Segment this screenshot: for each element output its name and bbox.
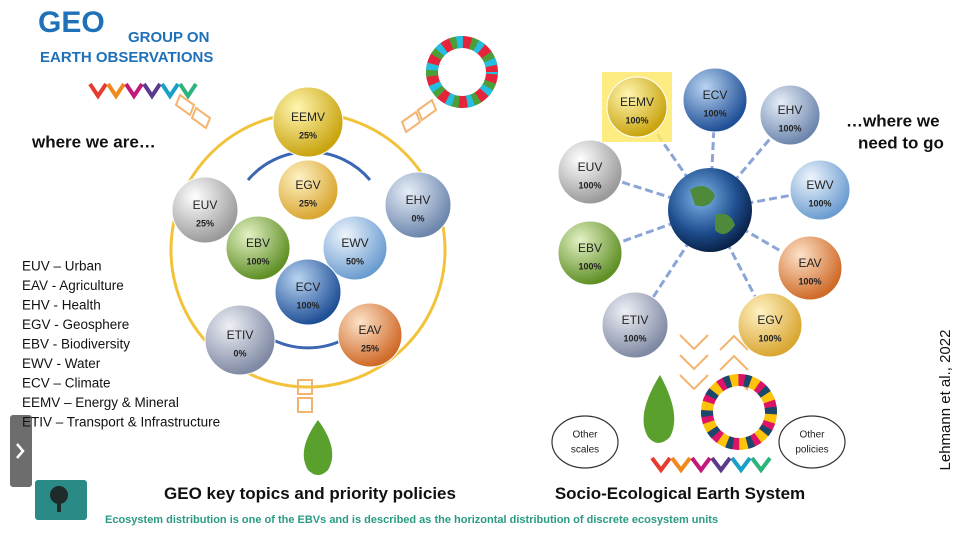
sphere-label: EUV [193, 198, 218, 212]
sphere-label: ECV [296, 280, 321, 294]
sphere-percent: 100% [625, 115, 648, 125]
legend-item: EUV – Urban [22, 259, 102, 274]
bubble-text: scales [571, 445, 599, 456]
legend-item: EHV - Health [22, 298, 101, 313]
earth [668, 168, 752, 252]
heading: need to go [858, 133, 944, 152]
sphere-percent: 100% [296, 300, 319, 310]
sphere-label: EWV [806, 178, 833, 192]
heading: …where we [846, 111, 940, 130]
bubble [552, 416, 618, 468]
sphere-label: EUV [578, 160, 603, 174]
sphere-percent: 25% [196, 218, 214, 228]
sphere-label: EHV [778, 103, 803, 117]
sphere-label: EGV [757, 313, 782, 327]
citation: Lehmann et al., 2022 [937, 330, 954, 471]
sphere-label: EWV [341, 236, 368, 250]
caption: Ecosystem distribution is one of the EBV… [105, 514, 718, 526]
legend-item: ETIV – Transport & Infrastructure [22, 415, 220, 430]
bubble [779, 416, 845, 468]
logo-line: EARTH OBSERVATIONS [40, 49, 213, 66]
sphere-percent: 0% [233, 348, 246, 358]
logo-mark: GEO [38, 6, 105, 39]
sphere-percent: 100% [578, 180, 601, 190]
logo-line: GROUP ON [128, 29, 209, 46]
sphere-percent: 25% [299, 130, 317, 140]
sphere-label: ETIV [622, 313, 649, 327]
legend-item: EGV - Geosphere [22, 317, 129, 332]
sphere-percent: 0% [411, 213, 424, 223]
slide: GEO GROUP ON EARTH OBSERVATIONS where we… [0, 0, 960, 533]
sphere-label: EAV [798, 256, 821, 270]
sphere-label: EEMV [620, 95, 654, 109]
sphere-percent: 100% [623, 333, 646, 343]
sphere-percent: 25% [361, 343, 379, 353]
panel-title: Socio-Ecological Earth System [540, 484, 820, 504]
panel-title: GEO key topics and priority policies [160, 484, 460, 504]
heading: where we are… [31, 132, 156, 151]
drop-icon [644, 375, 675, 443]
legend-item: EBV - Biodiversity [22, 337, 130, 352]
bubble-text: policies [795, 445, 828, 456]
sphere-percent: 50% [346, 256, 364, 266]
sphere-label: EGV [295, 178, 320, 192]
legend-item: EEMV – Energy & Mineral [22, 395, 179, 410]
sphere-label: EEMV [291, 110, 325, 124]
bottom-chevrons [652, 458, 770, 470]
sphere-percent: 100% [778, 123, 801, 133]
sphere-label: ETIV [227, 328, 254, 342]
tree-icon-trunk [57, 500, 61, 512]
drop-icon [304, 420, 332, 475]
sphere-percent: 100% [578, 261, 601, 271]
sphere-percent: 100% [758, 333, 781, 343]
legend-item: EWV - Water [22, 356, 101, 371]
sphere-label: ECV [703, 88, 728, 102]
sphere-label: EBV [578, 241, 602, 255]
sphere-percent: 25% [299, 198, 317, 208]
legend-item: ECV – Climate [22, 376, 111, 391]
sphere-percent: 100% [798, 276, 821, 286]
sphere-percent: 100% [246, 256, 269, 266]
bubble-text: Other [799, 430, 825, 441]
sphere-label: EHV [406, 193, 431, 207]
sphere-percent: 100% [808, 198, 831, 208]
sphere-percent: 100% [703, 108, 726, 118]
sphere-label: EAV [358, 323, 381, 337]
legend-item: EAV - Agriculture [22, 278, 124, 293]
slide-canvas: GEO GROUP ON EARTH OBSERVATIONS where we… [0, 0, 960, 533]
bubble-text: Other [572, 430, 598, 441]
sphere-label: EBV [246, 236, 270, 250]
